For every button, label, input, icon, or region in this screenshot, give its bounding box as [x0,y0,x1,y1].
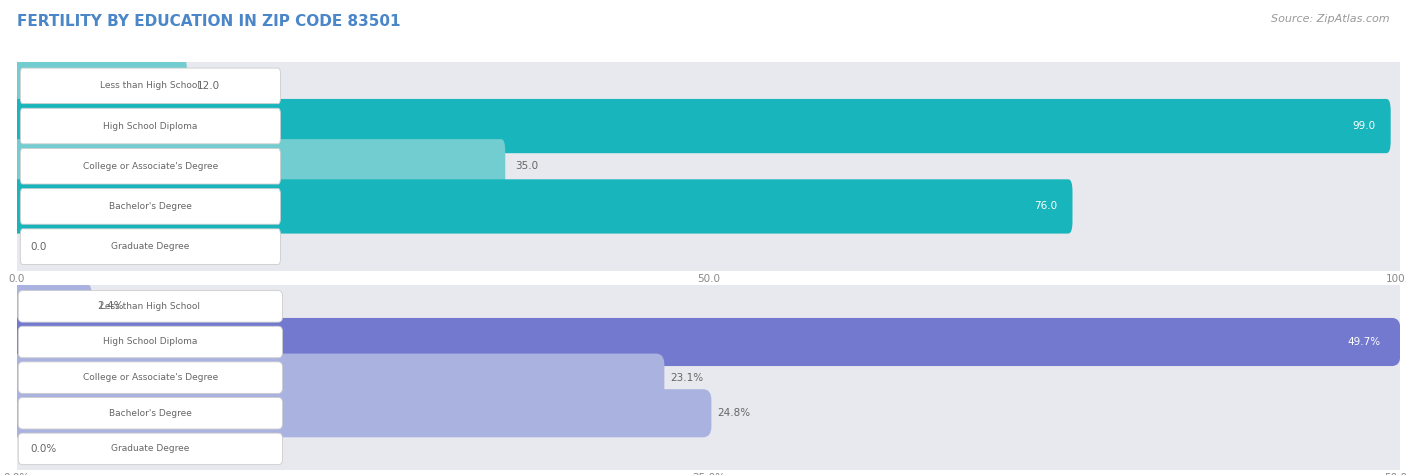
FancyBboxPatch shape [13,99,1391,153]
FancyBboxPatch shape [8,389,1406,437]
Text: 49.7%: 49.7% [1348,337,1381,347]
FancyBboxPatch shape [13,139,1405,193]
FancyBboxPatch shape [8,353,665,402]
FancyBboxPatch shape [18,362,283,393]
FancyBboxPatch shape [13,59,187,113]
FancyBboxPatch shape [18,291,283,322]
FancyBboxPatch shape [20,149,280,184]
FancyBboxPatch shape [20,108,280,144]
Text: High School Diploma: High School Diploma [103,122,198,131]
FancyBboxPatch shape [13,180,1405,234]
FancyBboxPatch shape [13,139,505,193]
FancyBboxPatch shape [8,425,1406,473]
FancyBboxPatch shape [13,180,1073,234]
FancyBboxPatch shape [13,219,1405,274]
Text: Bachelor's Degree: Bachelor's Degree [108,202,191,211]
FancyBboxPatch shape [8,282,91,331]
FancyBboxPatch shape [8,282,1406,331]
Text: 0.0%: 0.0% [31,444,58,454]
FancyBboxPatch shape [18,433,283,465]
Text: High School Diploma: High School Diploma [103,338,198,346]
Text: 12.0: 12.0 [197,81,219,91]
Text: 23.1%: 23.1% [669,372,703,383]
FancyBboxPatch shape [8,318,1400,366]
Text: 0.0: 0.0 [31,242,46,252]
Text: 99.0: 99.0 [1353,121,1375,131]
FancyBboxPatch shape [18,326,283,358]
Text: Graduate Degree: Graduate Degree [111,445,190,453]
FancyBboxPatch shape [13,99,1405,153]
Text: 2.4%: 2.4% [97,301,124,312]
FancyBboxPatch shape [8,389,711,437]
FancyBboxPatch shape [18,398,283,429]
Text: Less than High School: Less than High School [100,302,201,311]
FancyBboxPatch shape [20,189,280,224]
Text: Bachelor's Degree: Bachelor's Degree [108,409,191,418]
FancyBboxPatch shape [20,68,280,104]
Text: College or Associate's Degree: College or Associate's Degree [83,373,218,382]
Text: Source: ZipAtlas.com: Source: ZipAtlas.com [1271,14,1389,24]
Text: 76.0: 76.0 [1035,201,1057,211]
Text: 35.0: 35.0 [515,161,538,171]
FancyBboxPatch shape [13,59,1405,113]
FancyBboxPatch shape [8,353,1406,402]
FancyBboxPatch shape [8,318,1406,366]
FancyBboxPatch shape [20,229,280,265]
Text: Graduate Degree: Graduate Degree [111,242,190,251]
Text: 24.8%: 24.8% [717,408,749,418]
Text: Less than High School: Less than High School [100,81,201,90]
Text: FERTILITY BY EDUCATION IN ZIP CODE 83501: FERTILITY BY EDUCATION IN ZIP CODE 83501 [17,14,401,29]
Text: College or Associate's Degree: College or Associate's Degree [83,162,218,171]
